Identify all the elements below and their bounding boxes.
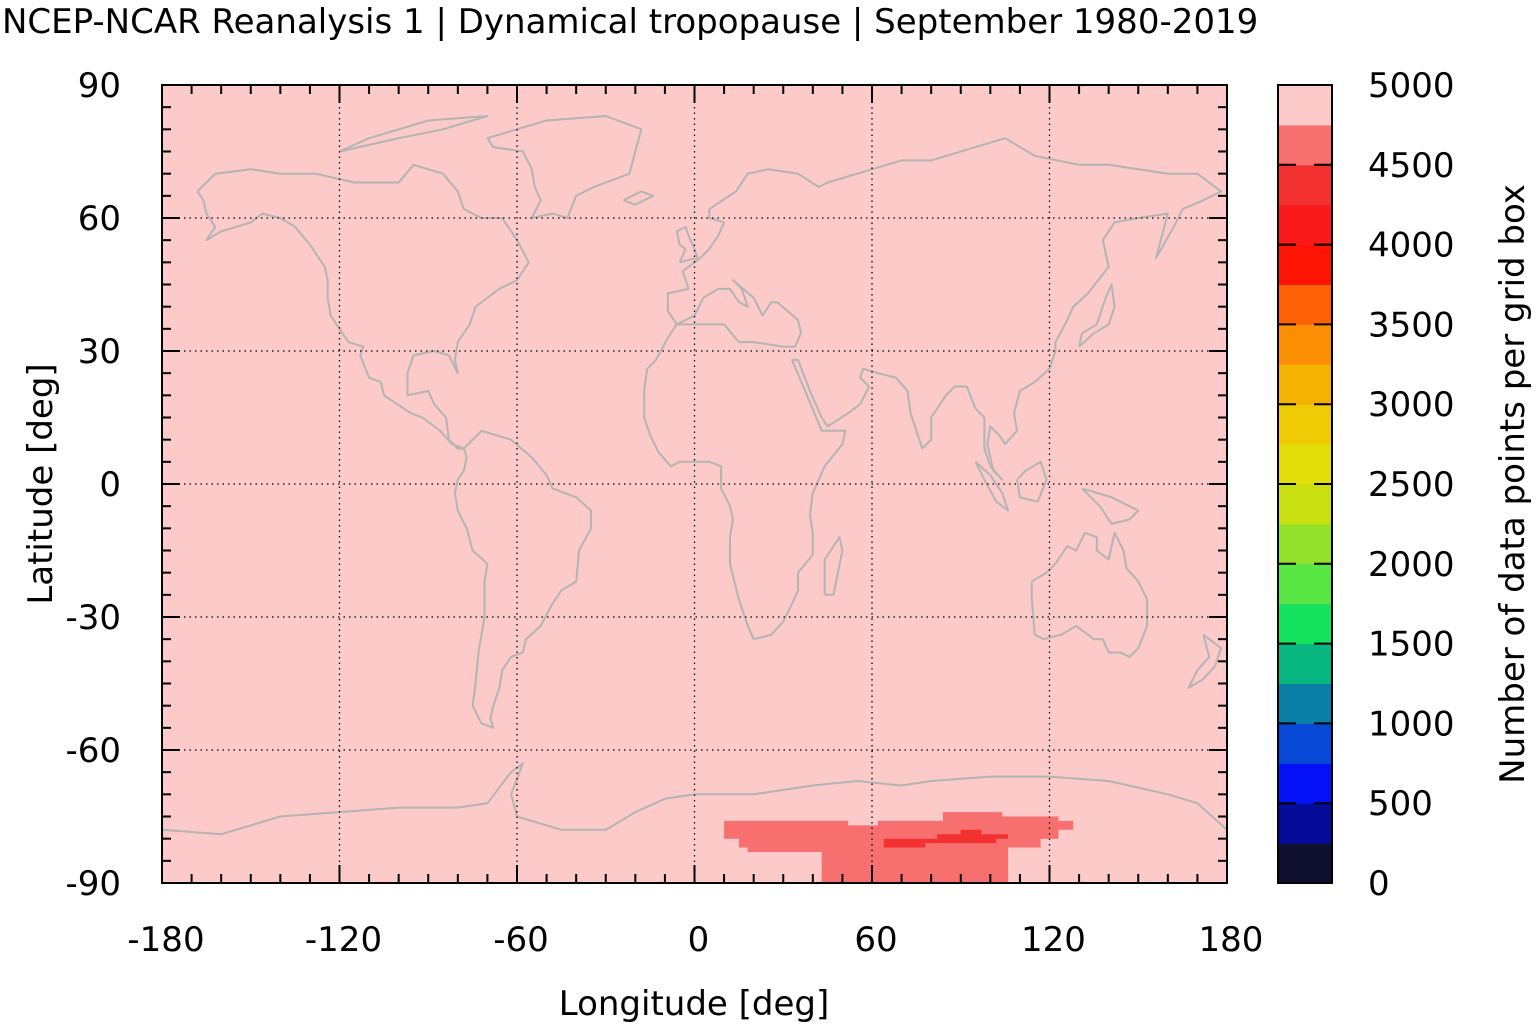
y-tick-label: 90 [78, 66, 121, 106]
colorbar-swatch [1278, 324, 1332, 365]
colorbar-tick-label: 5000 [1368, 66, 1455, 106]
colorbar-swatch [1278, 124, 1332, 166]
x-tick-label: -120 [305, 920, 382, 960]
chart-title: NCEP-NCAR Reanalysis 1 | Dynamical tropo… [2, 2, 1258, 42]
colorbar-swatch [1278, 603, 1332, 645]
x-tick-label: 120 [1021, 920, 1086, 960]
coastline-africa-eurasia [643, 137, 1223, 641]
coastline-new-zealand [1187, 633, 1223, 689]
y-tick-label: 30 [78, 332, 121, 372]
colorbar-tick-label: 4500 [1368, 146, 1455, 186]
colorbar-swatch [1278, 484, 1332, 525]
coastline-layer [161, 115, 1228, 836]
colorbar-swatch [1278, 563, 1332, 605]
tick-labels: -180 -120 -60 0 60 120 180 90 60 30 0 -30 -60 -90 [65, 66, 1263, 960]
colorbar-tick-label: 2000 [1368, 545, 1455, 585]
coastline-south-america [453, 429, 592, 729]
colorbar-swatch [1278, 843, 1332, 884]
y-axis-label: Latitude [deg] [21, 363, 61, 604]
coastline-greenland [486, 115, 643, 219]
coastline-baffin-arctic [339, 115, 489, 153]
colorbar-swatch [1278, 444, 1332, 485]
colorbar-swatch [1278, 404, 1332, 445]
coastline-borneo-indonesia [1016, 460, 1048, 503]
coastline-iceland [623, 190, 655, 206]
coastline-europe-med [676, 279, 802, 348]
colorbar-swatch [1278, 803, 1332, 844]
coastline-sumatra [974, 461, 1010, 512]
colorbar-label: Number of data points per grid box [1493, 184, 1533, 784]
axes-frame [161, 84, 1228, 884]
colorbar-tick-label: 3000 [1368, 385, 1455, 425]
colorbar-swatch [1278, 763, 1332, 804]
colorbar-swatch [1278, 683, 1332, 724]
y-tick-label: -30 [65, 598, 121, 638]
colorbar-tick-label: 3500 [1368, 305, 1455, 345]
coastline-north-america [196, 163, 530, 450]
grid-layer [162, 85, 1227, 883]
colorbar-swatch [1278, 284, 1332, 325]
colorbar-tick-label: 4000 [1368, 226, 1455, 266]
y-tick-label: -90 [65, 864, 121, 904]
count-region-0 [724, 812, 1074, 883]
x-tick-label: 0 [688, 920, 710, 960]
colorbar: 0 500 1000 1500 2000 2500 3000 3500 4000 4500 5000 [1277, 66, 1455, 904]
coastline-japan [1078, 283, 1116, 348]
colorbar-swatch [1278, 244, 1332, 285]
y-tick-label: 60 [78, 199, 121, 239]
count-region-1 [883, 829, 1009, 848]
colorbar-swatch [1278, 364, 1332, 405]
coastline-madagascar [823, 536, 844, 596]
x-tick-label: -60 [493, 920, 549, 960]
coastline-uk [675, 225, 699, 264]
x-tick-label: 180 [1199, 920, 1264, 960]
y-tick-label: -60 [65, 731, 121, 771]
colorbar-tick-label: 1500 [1368, 625, 1455, 665]
colorbar-swatch [1278, 164, 1332, 206]
colorbar-tick-label: 2500 [1368, 465, 1455, 505]
x-axis-label: Longitude [deg] [559, 984, 830, 1024]
colorbar-swatch [1278, 85, 1332, 126]
colorbar-tick-label: 0 [1368, 864, 1390, 904]
colorbar-tick-label: 500 [1368, 784, 1433, 824]
coastline-new-guinea [1081, 487, 1140, 525]
y-tick-label: 0 [99, 465, 121, 505]
x-tick-label: 60 [854, 920, 897, 960]
colorbar-swatch [1278, 523, 1332, 565]
colorbar-swatch [1278, 204, 1332, 246]
colorbar-swatch [1278, 723, 1332, 764]
colorbar-swatch [1278, 643, 1332, 684]
coastline-antarctica [161, 762, 1228, 836]
coastline-australia [1030, 531, 1149, 658]
colorbar-tick-label: 1000 [1368, 704, 1455, 744]
x-tick-label: -180 [127, 920, 204, 960]
